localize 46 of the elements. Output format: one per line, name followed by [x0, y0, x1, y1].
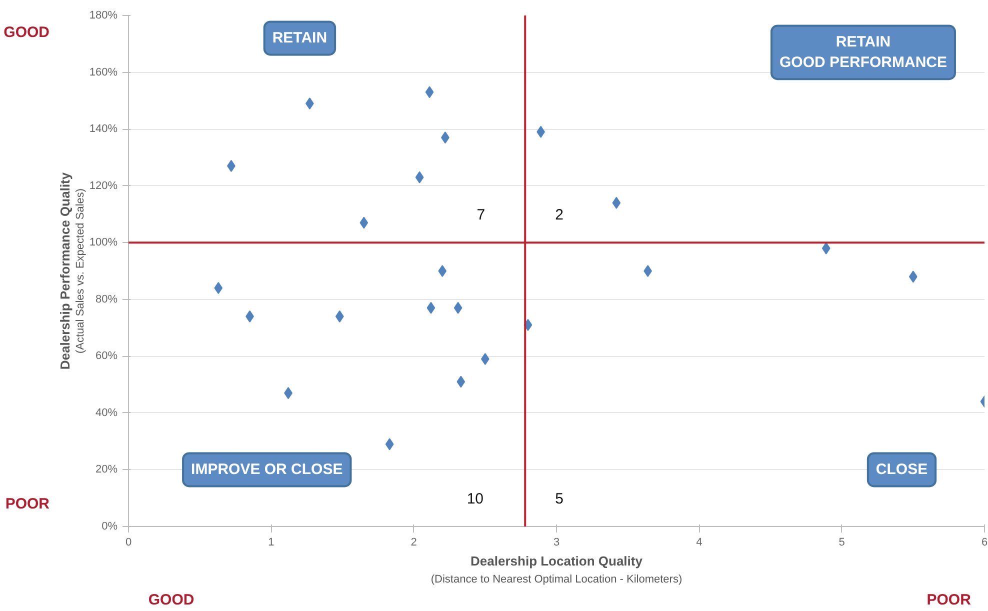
text: POOR — [5, 495, 50, 512]
point — [426, 302, 436, 314]
y-tick-label: 120% — [89, 180, 118, 192]
point — [454, 302, 462, 314]
point — [415, 171, 424, 184]
point — [612, 196, 621, 209]
y-tick-label: 60% — [95, 350, 118, 362]
point — [822, 242, 830, 254]
x-tick-label: 2 — [410, 536, 417, 548]
x-tick-label: 0 — [125, 536, 132, 548]
x-tick-label: 6 — [981, 536, 988, 548]
point — [335, 310, 344, 322]
x-axis-title: Dealership Location Quality — [470, 554, 644, 568]
annotation: 2 — [555, 206, 564, 224]
point — [385, 438, 394, 450]
y-tick-label: 160% — [89, 66, 118, 78]
point — [438, 265, 447, 277]
y-axis-title: Dealership Performance Quality — [58, 172, 72, 370]
x-tick-label: 3 — [553, 536, 560, 548]
text: GOOD — [148, 592, 194, 608]
point — [214, 282, 223, 294]
annotation: 5 — [555, 490, 564, 508]
text: POOR — [926, 592, 972, 608]
x-tick-label: 4 — [696, 536, 702, 548]
annotation: 7 — [476, 206, 486, 224]
text: GOOD — [4, 24, 50, 42]
annotation: 10 — [466, 490, 484, 508]
point — [425, 86, 434, 98]
text: (Actual Sales vs. Expected Sales) — [74, 188, 86, 354]
point — [360, 216, 368, 229]
point — [456, 376, 466, 388]
y-tick-label: 180% — [89, 10, 118, 22]
annotation: IMPROVE OR CLOSE — [191, 461, 343, 478]
y-tick-label: 140% — [89, 123, 118, 136]
annotation: RETAIN GOOD PERFORMANCE — [779, 34, 947, 72]
y-tick-label: 40% — [95, 406, 118, 419]
x-tick-label: 5 — [838, 536, 845, 548]
annotation: RETAIN — [272, 30, 328, 47]
annotation: CLOSE — [876, 461, 928, 478]
text: (Distance to Nearest Optimal Location - Kilometers) — [430, 574, 682, 586]
y-tick-label: 80% — [95, 293, 118, 306]
x-tick-label: 1 — [268, 536, 274, 548]
y-tick-label: 0% — [102, 520, 118, 532]
y-tick-label: 20% — [95, 464, 118, 476]
y-tick-label: 100% — [89, 236, 118, 249]
point — [644, 265, 652, 277]
